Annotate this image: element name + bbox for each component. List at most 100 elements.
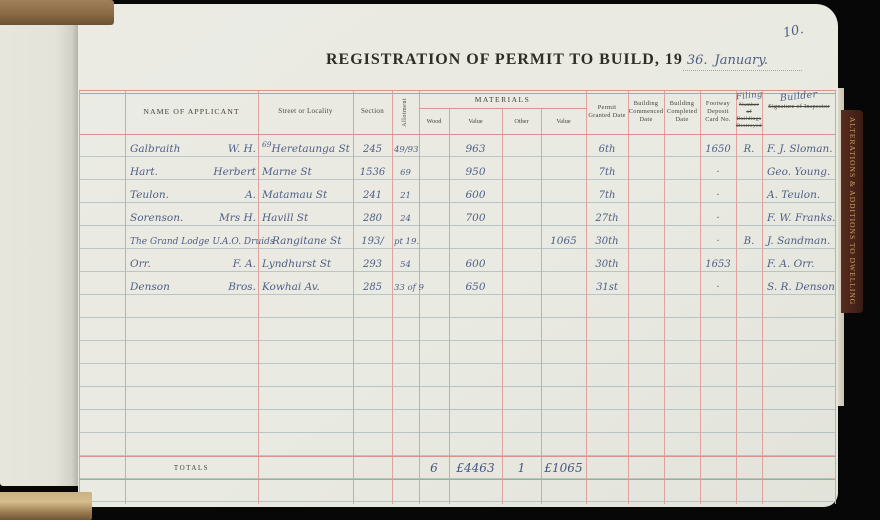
totals-other: 1 <box>517 460 526 475</box>
cell-footway: · <box>716 213 720 224</box>
header-wood-value: Value <box>468 117 483 125</box>
cell-permit-date: 27th <box>595 213 619 224</box>
cell-name: Sorenson. Mrs H. <box>130 212 256 224</box>
cell-footway: · <box>716 236 720 247</box>
cell-allotment: 21 <box>400 191 411 201</box>
table-row: Orr. F. A. Lyndhurst St 293 54 600 30th 1… <box>79 249 836 272</box>
cell-street: Lyndhurst St <box>262 258 332 270</box>
cell-section: 293 <box>362 259 383 270</box>
cell-section: 1536 <box>359 167 386 178</box>
cell-wood-value: 700 <box>465 212 486 224</box>
totals-wood-value: £4463 <box>456 460 495 475</box>
table-row: Sorenson. Mrs H. Havill St 280 24 700 27t… <box>79 203 836 226</box>
cell-allotment: 54 <box>400 260 411 270</box>
cell-allotment: 24 <box>400 214 411 224</box>
header-other: Other <box>514 117 529 125</box>
cell-section: 241 <box>362 190 383 201</box>
cell-name: Galbraith W. H. <box>130 143 256 155</box>
table-row: Denson Bros. Kowhai Av. 285 33 of 9 650 3… <box>79 272 836 295</box>
totals-bottom-rule <box>79 479 836 480</box>
cell-name: Teulon. A. <box>130 189 256 201</box>
column-rule <box>79 90 80 504</box>
cell-other-value: 1065 <box>550 235 577 247</box>
materials-divider-rule <box>419 108 586 109</box>
header-margin <box>79 90 125 134</box>
cell-builder-signature: F. A. Orr. <box>767 258 815 270</box>
column-rule <box>664 90 665 504</box>
column-rule <box>258 90 259 504</box>
ruled-lines <box>79 134 836 504</box>
cell-wood-value: 963 <box>465 143 486 155</box>
column-rule <box>353 90 354 504</box>
totals-other-value: £1065 <box>544 460 583 475</box>
cell-filing <box>736 178 762 180</box>
cell-permit-date: 7th <box>598 167 616 178</box>
spine-tab-label: ALTERATIONS & ADDITIONS TO DWELLING <box>847 117 857 306</box>
table-header: NAME OF APPLICANT Street or Locality Sec… <box>79 89 836 134</box>
cell-wood <box>419 155 449 157</box>
cell-filing <box>736 293 762 295</box>
column-rule <box>541 108 542 504</box>
spine-tab: ALTERATIONS & ADDITIONS TO DWELLING <box>841 110 863 313</box>
book-cover-corner-top <box>0 0 114 25</box>
cell-builder-signature: A. Teulon. <box>767 189 821 201</box>
cell-footway: · <box>716 167 720 178</box>
cell-builder-signature: F. W. Franks. <box>767 212 836 224</box>
cell-street: Kowhai Av. <box>262 281 320 293</box>
cell-name: Denson Bros. <box>130 281 256 293</box>
column-rule <box>586 90 587 504</box>
header-name: NAME OF APPLICANT <box>143 106 240 116</box>
cell-allotment: 69 <box>400 168 411 178</box>
cell-allotment: pt 19. <box>394 237 420 247</box>
cell-street: Havill St <box>262 212 309 224</box>
cell-wood-value: 600 <box>465 189 486 201</box>
header-permit-date: Permit Granted Date <box>588 103 626 119</box>
title-year: 36. <box>686 53 708 68</box>
header-section: Section <box>360 107 385 116</box>
column-rule <box>392 90 393 504</box>
table-row: Teulon. A. Matamau St 241 21 600 7th · A.… <box>79 180 836 203</box>
column-rule <box>419 90 420 504</box>
totals-label: TOTALS <box>173 463 210 472</box>
header-materials: MATERIALS <box>474 94 531 104</box>
title-handwritten: 36. January. <box>682 53 802 71</box>
cell-wood-value <box>449 247 502 249</box>
cell-section: 280 <box>362 213 383 224</box>
header-inspector-signature: Builder Signature of Inspector <box>768 89 830 111</box>
cell-filing <box>736 201 762 203</box>
cell-footway: · <box>716 282 720 293</box>
cell-wood-value: 950 <box>465 166 486 178</box>
header-buildings-destroyed: Filing Number of Buildings Destroyed <box>735 89 763 129</box>
cell-footway: · <box>716 190 720 201</box>
header-footway-deposit: Footway Deposit Card No. <box>705 99 731 124</box>
cell-street: Marne St <box>262 166 312 178</box>
header-wood: Wood <box>426 117 442 125</box>
header-completed-date: Building Completed Date <box>666 99 698 124</box>
cell-wood-value: 600 <box>465 258 486 270</box>
table-row: The Grand Lodge U.A.O. Druids Rangitane … <box>79 226 836 249</box>
header-street: Street or Locality <box>278 107 333 116</box>
cell-street: Matamau St <box>262 189 328 201</box>
totals-row: TOTALS 6 £4463 1 £1065 <box>79 456 836 479</box>
cell-permit-date: 31st <box>596 282 618 293</box>
cell-allotment: 33 of 9 <box>394 283 424 293</box>
cell-other <box>502 155 541 157</box>
cell-name: The Grand Lodge U.A.O. Druids <box>130 237 275 247</box>
cell-section: 193/ <box>361 236 384 247</box>
cell-name: Orr. F. A. <box>130 258 256 270</box>
cell-permit-date: 6th <box>598 144 616 155</box>
ledger-page: 10. REGISTRATION OF PERMIT TO BUILD, 19 … <box>78 4 838 507</box>
table-row: Galbraith W. H. 69Heretaunga St 245 49/93… <box>79 134 836 157</box>
page-title: REGISTRATION OF PERMIT TO BUILD, 19 36. … <box>326 51 802 71</box>
column-rule <box>628 90 629 504</box>
header-materials-group: MATERIALS Wood Value Other Value <box>419 90 586 134</box>
cell-commenced <box>628 155 664 157</box>
cell-permit-date: 30th <box>595 259 619 270</box>
header-commenced-date: Building Commenced Date <box>628 99 664 124</box>
column-rule <box>700 90 701 504</box>
cell-footway: 1653 <box>705 259 731 270</box>
cell-builder-signature: J. Sandman. <box>767 235 831 247</box>
table-top-rule <box>79 93 836 94</box>
column-rule <box>762 90 763 504</box>
cell-street: 69Heretaunga St <box>262 140 350 155</box>
